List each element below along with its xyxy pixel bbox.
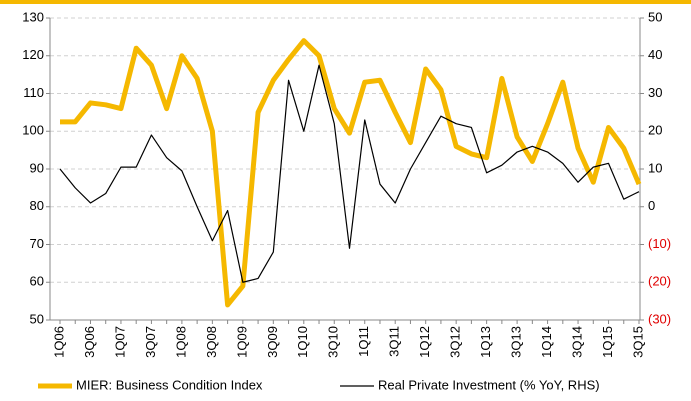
x-tick-label: 1Q07 bbox=[112, 326, 127, 358]
y-tick-label: 130 bbox=[22, 9, 44, 24]
y2-tick-label: (10) bbox=[648, 236, 671, 251]
x-tick-label: 1Q11 bbox=[356, 326, 371, 357]
x-tick-label: 1Q09 bbox=[234, 326, 249, 358]
x-tick-label: 3Q11 bbox=[387, 326, 402, 357]
x-tick-label: 3Q08 bbox=[204, 326, 219, 358]
y-tick-label: 70 bbox=[30, 236, 44, 251]
y2-tick-label: 20 bbox=[648, 123, 662, 138]
y-tick-label: 100 bbox=[22, 123, 44, 138]
y-tick-label: 110 bbox=[23, 85, 44, 100]
series-line bbox=[60, 38, 642, 308]
legend-label: MIER: Business Condition Index bbox=[76, 377, 263, 392]
x-tick-label: 3Q06 bbox=[82, 326, 97, 358]
x-tick-label: 3Q14 bbox=[569, 326, 584, 358]
y2-tick-label: (30) bbox=[648, 311, 671, 326]
y2-tick-label: (20) bbox=[648, 274, 671, 289]
y2-tick-label: 10 bbox=[648, 160, 662, 175]
x-tick-label: 1Q14 bbox=[539, 326, 554, 358]
y-tick-label: 60 bbox=[30, 274, 44, 289]
y2-tick-label: 40 bbox=[648, 47, 662, 62]
y-tick-label: 120 bbox=[22, 47, 44, 62]
y-tick-label: 80 bbox=[30, 198, 44, 213]
x-tick-label: 3Q09 bbox=[265, 326, 280, 358]
x-tick-label: 3Q07 bbox=[143, 326, 158, 358]
y2-tick-label: 50 bbox=[648, 9, 662, 24]
x-tick-label: 3Q15 bbox=[630, 326, 645, 358]
y2-tick-label: 0 bbox=[648, 198, 655, 213]
y-tick-label: 50 bbox=[30, 311, 44, 326]
legend-label: Real Private Investment (% YoY, RHS) bbox=[378, 377, 600, 392]
x-tick-label: 1Q08 bbox=[173, 326, 188, 358]
x-tick-label: 1Q10 bbox=[295, 326, 310, 358]
x-tick-label: 3Q13 bbox=[509, 326, 524, 358]
x-tick-label: 1Q06 bbox=[51, 326, 66, 358]
x-tick-label: 3Q12 bbox=[448, 326, 463, 358]
series-line bbox=[59, 64, 640, 283]
x-tick-label: 1Q13 bbox=[478, 326, 493, 358]
x-tick-label: 3Q10 bbox=[326, 326, 341, 358]
x-tick-label: 1Q12 bbox=[417, 326, 432, 358]
y-tick-label: 90 bbox=[30, 160, 44, 175]
x-tick-label: 1Q15 bbox=[600, 326, 615, 358]
y2-tick-label: 30 bbox=[648, 85, 662, 100]
